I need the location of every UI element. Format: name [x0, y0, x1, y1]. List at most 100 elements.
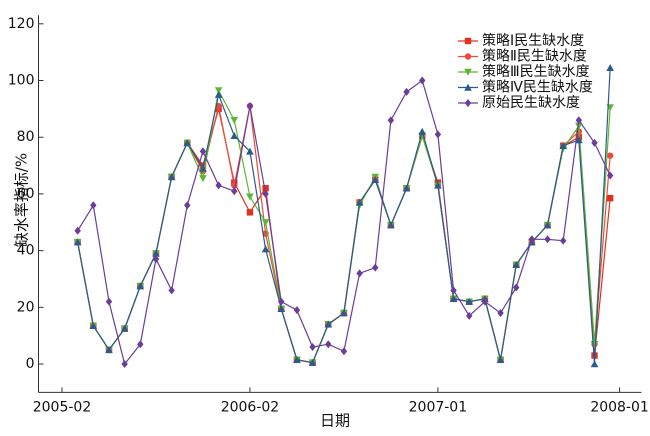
x-tick-label: 2005-02	[33, 399, 92, 415]
marker	[214, 87, 223, 95]
series-line	[77, 67, 611, 365]
marker	[450, 286, 457, 295]
marker	[246, 102, 254, 111]
y-tick-label: 60	[17, 186, 35, 202]
marker	[575, 136, 583, 144]
marker	[402, 184, 411, 192]
marker	[184, 201, 191, 210]
y-tick-label: 100	[8, 73, 35, 89]
marker	[575, 116, 583, 125]
marker	[544, 235, 551, 244]
marker	[340, 347, 348, 356]
y-tick-label: 120	[8, 16, 35, 32]
marker	[199, 164, 207, 172]
marker	[543, 221, 552, 229]
marker	[497, 309, 504, 318]
marker	[262, 189, 269, 198]
series-line	[77, 79, 611, 366]
marker	[230, 132, 239, 140]
marker	[513, 283, 520, 292]
marker	[136, 282, 145, 290]
marker	[262, 185, 269, 192]
marker	[167, 173, 176, 181]
marker	[606, 152, 614, 159]
legend-label: 原始民生缺水度	[482, 95, 580, 111]
marker	[403, 87, 410, 96]
y-tick-label: 80	[17, 129, 35, 145]
marker	[372, 263, 379, 272]
marker	[465, 297, 474, 305]
marker	[121, 360, 128, 369]
series-line	[77, 105, 611, 364]
marker	[355, 198, 364, 206]
marker	[152, 249, 160, 257]
marker	[356, 269, 363, 278]
marker	[481, 297, 489, 306]
marker	[278, 297, 285, 306]
marker	[466, 311, 473, 320]
marker	[246, 147, 254, 155]
marker	[293, 306, 301, 315]
y-tick-label: 0	[26, 356, 35, 372]
marker	[434, 130, 442, 139]
marker	[137, 340, 144, 349]
marker	[90, 201, 97, 210]
marker	[387, 116, 395, 125]
marker	[230, 117, 239, 125]
marker	[214, 90, 223, 98]
marker	[464, 53, 472, 60]
series-line	[77, 88, 611, 364]
marker	[371, 175, 380, 183]
marker	[606, 63, 614, 71]
marker	[261, 219, 270, 227]
marker	[277, 304, 286, 312]
marker	[464, 37, 472, 45]
marker	[215, 181, 222, 190]
marker	[418, 127, 427, 135]
marker	[183, 139, 192, 147]
marker	[496, 355, 505, 363]
marker	[528, 235, 536, 244]
y-axis-label: 缺水率指标/%	[13, 153, 31, 247]
marker	[434, 181, 442, 189]
x-axis-label: 日期	[320, 412, 350, 430]
legend-label: 策略Ⅱ民生缺水度	[482, 48, 587, 65]
marker	[105, 297, 113, 306]
marker	[120, 324, 129, 332]
marker	[152, 255, 160, 264]
marker	[559, 236, 567, 245]
x-tick-label: 2006-02	[221, 399, 280, 415]
marker	[261, 245, 270, 253]
marker	[512, 261, 521, 269]
marker	[606, 171, 614, 180]
marker	[464, 99, 472, 107]
marker	[309, 343, 316, 352]
marker	[308, 358, 317, 366]
marker	[74, 226, 81, 235]
marker	[340, 309, 348, 317]
marker	[89, 321, 98, 329]
x-tick-label: 2007-01	[409, 399, 468, 415]
y-tick-label: 40	[17, 243, 35, 259]
marker	[168, 286, 175, 295]
marker	[105, 346, 113, 354]
marker	[199, 147, 207, 156]
marker	[606, 194, 614, 202]
marker	[73, 238, 82, 246]
legend-label: 策略Ⅰ民生缺水度	[482, 32, 584, 49]
y-tick-label: 20	[17, 299, 35, 315]
marker	[464, 83, 472, 91]
marker	[325, 340, 332, 349]
x-tick-label: 2008-01	[590, 399, 649, 415]
marker	[231, 187, 238, 196]
marker	[464, 68, 472, 76]
marker	[590, 360, 599, 368]
marker	[591, 138, 598, 147]
marker	[419, 76, 426, 85]
legend-label: 策略Ⅲ民生缺水度	[482, 63, 590, 80]
legend-label: 策略Ⅳ民生缺水度	[482, 79, 593, 96]
marker	[387, 221, 395, 229]
marker	[324, 320, 333, 328]
marker	[559, 141, 567, 149]
